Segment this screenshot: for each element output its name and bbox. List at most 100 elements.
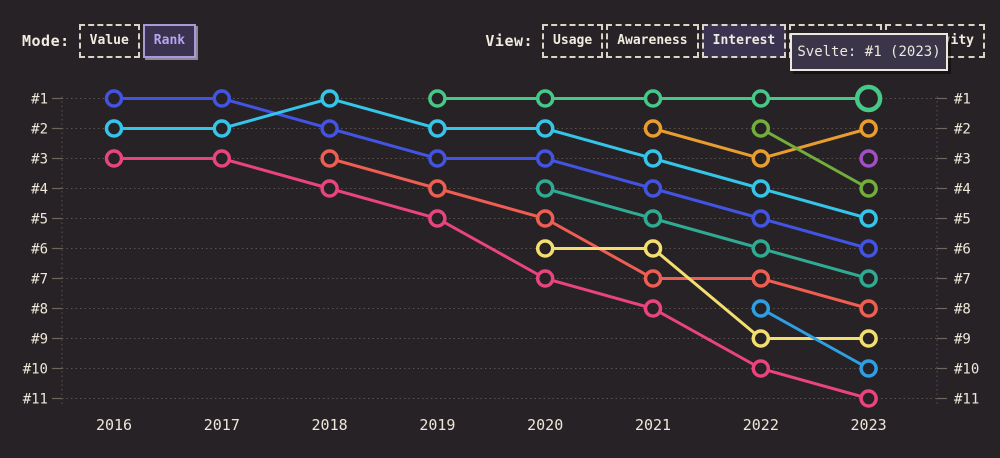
cyan-series-point-2019[interactable] <box>428 119 447 138</box>
svelte-point-2021[interactable] <box>643 89 663 108</box>
rank-label-left-8: #8 <box>31 302 48 318</box>
svelte-point-2022[interactable] <box>751 89 771 108</box>
pink-series-point-2020[interactable] <box>535 269 555 288</box>
svelte-point-2019[interactable] <box>428 89 447 108</box>
view-option-usage[interactable]: Usage <box>542 24 604 58</box>
pink-series-point-2023[interactable] <box>859 389 878 408</box>
lime-series-point-2023[interactable] <box>859 179 878 198</box>
year-label-2023: 2023 <box>851 416 887 434</box>
blue-series-line <box>114 97 870 250</box>
blue-series-point-2019[interactable] <box>428 149 447 168</box>
year-label-2020: 2020 <box>527 416 563 434</box>
cyan-series-point-2021[interactable] <box>643 149 663 168</box>
mode-button-group: Value Rank <box>78 24 197 58</box>
red-series-point-2022[interactable] <box>751 269 771 288</box>
rank-label-left-5: #5 <box>31 212 48 228</box>
cyan-series-point-2016[interactable] <box>104 119 124 138</box>
pink-series-point-2016[interactable] <box>104 149 124 168</box>
blue-series-point-2018[interactable] <box>320 119 339 138</box>
pink-series-line <box>114 157 870 400</box>
red-series-point-2018[interactable] <box>320 149 339 168</box>
amber-series-point-2023[interactable] <box>859 119 878 138</box>
amber-series-point-2021[interactable] <box>643 119 663 138</box>
view-option-awareness[interactable]: Awareness <box>606 24 699 58</box>
teal-series-point-2021[interactable] <box>643 209 663 228</box>
pink-series-point-2018[interactable] <box>320 179 339 198</box>
chart-tooltip: Svelte: #1 (2023) <box>790 33 948 71</box>
blue-series-point-2022[interactable] <box>751 209 771 228</box>
cyan-series-point-2018[interactable] <box>320 89 339 108</box>
mode-option-value[interactable]: Value <box>78 24 140 58</box>
rank-label-right-6: #6 <box>954 242 971 258</box>
blue-series-point-2017[interactable] <box>212 89 232 108</box>
rank-label-left-3: #3 <box>31 152 48 168</box>
rank-label-right-1: #1 <box>954 92 971 108</box>
pink-series-point-2019[interactable] <box>428 209 447 228</box>
cyan-series-point-2023[interactable] <box>859 209 878 228</box>
skyblue-series-point-2023[interactable] <box>859 359 878 378</box>
rank-label-right-3: #3 <box>954 152 971 168</box>
year-label-2019: 2019 <box>419 416 455 434</box>
rank-label-left-2: #2 <box>31 122 48 138</box>
rank-label-left-9: #9 <box>31 332 48 348</box>
skyblue-series-line <box>760 307 870 370</box>
view-option-interest[interactable]: Interest <box>701 24 787 58</box>
teal-series-point-2023[interactable] <box>859 269 878 288</box>
rank-label-right-11: #11 <box>954 392 979 408</box>
teal-series-point-2020[interactable] <box>535 179 555 198</box>
blue-series-point-2016[interactable] <box>104 89 124 108</box>
pink-series-point-2021[interactable] <box>643 299 663 318</box>
lime-series-line <box>760 127 870 190</box>
purple-series-point-2023[interactable] <box>859 149 878 168</box>
red-series-point-2020[interactable] <box>535 209 555 228</box>
rank-label-left-7: #7 <box>31 272 48 288</box>
cyan-series-point-2020[interactable] <box>535 119 555 138</box>
svelte-point-2020[interactable] <box>535 89 555 108</box>
red-series-point-2023[interactable] <box>859 299 878 318</box>
rank-label-right-4: #4 <box>954 182 971 198</box>
blue-series-point-2020[interactable] <box>535 149 555 168</box>
rank-label-right-2: #2 <box>954 122 971 138</box>
year-label-2018: 2018 <box>312 416 348 434</box>
cyan-series-point-2022[interactable] <box>751 179 771 198</box>
yellow-series-point-2023[interactable] <box>859 329 878 348</box>
rank-label-left-11: #11 <box>23 392 48 408</box>
red-series-line <box>329 157 870 310</box>
lime-series-point-2022[interactable] <box>751 119 771 138</box>
mode-option-rank[interactable]: Rank <box>142 24 197 58</box>
blue-series-point-2023[interactable] <box>859 239 878 258</box>
rank-label-left-4: #4 <box>31 182 48 198</box>
yellow-series-point-2021[interactable] <box>643 239 663 258</box>
amber-series-point-2022[interactable] <box>751 149 771 168</box>
rank-label-right-7: #7 <box>954 272 971 288</box>
year-label-2017: 2017 <box>204 416 240 434</box>
red-series-point-2019[interactable] <box>428 179 447 198</box>
year-label-2021: 2021 <box>635 416 671 434</box>
cyan-series-line <box>114 96 870 220</box>
rank-label-left-1: #1 <box>31 92 48 108</box>
cyan-series-point-2017[interactable] <box>212 119 232 138</box>
teal-series-line <box>544 187 870 280</box>
rank-label-left-10: #10 <box>23 362 48 378</box>
year-label-2016: 2016 <box>96 416 132 434</box>
tooltip-text: Svelte: #1 (2023) <box>797 44 941 60</box>
pink-series-point-2022[interactable] <box>751 359 771 378</box>
skyblue-series-point-2022[interactable] <box>751 299 771 318</box>
teal-series-point-2022[interactable] <box>751 239 771 258</box>
year-label-2022: 2022 <box>743 416 779 434</box>
blue-series-point-2021[interactable] <box>643 179 663 198</box>
red-series-point-2021[interactable] <box>643 269 663 288</box>
mode-label: Mode: <box>22 32 70 50</box>
rank-label-right-8: #8 <box>954 302 971 318</box>
yellow-series-point-2020[interactable] <box>535 239 555 258</box>
yellow-series-point-2022[interactable] <box>751 329 771 348</box>
mode-control: Mode: Value Rank <box>22 24 197 58</box>
svelte-point-2023[interactable] <box>854 84 883 113</box>
pink-series-point-2017[interactable] <box>212 149 232 168</box>
rank-label-right-9: #9 <box>954 332 971 348</box>
view-label: View: <box>485 32 534 50</box>
rank-label-left-6: #6 <box>31 242 48 258</box>
rank-label-right-10: #10 <box>954 362 979 378</box>
